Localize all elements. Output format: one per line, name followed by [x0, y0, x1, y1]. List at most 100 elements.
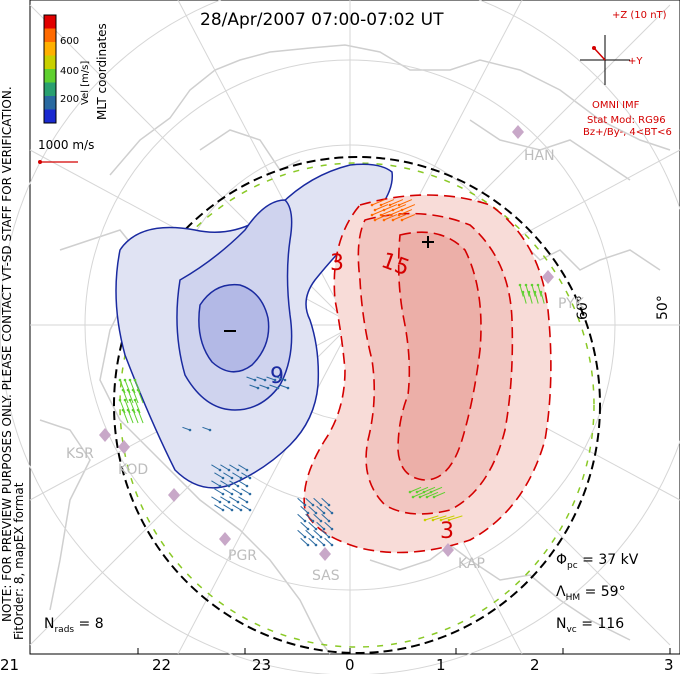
imf-source: OMNI IMF: [592, 100, 640, 111]
velocity-vector: [276, 376, 286, 381]
velocity-vector: [124, 399, 131, 414]
velocity-vector-origin: [303, 503, 307, 507]
velocity-vector-origin: [239, 476, 243, 480]
velocity-vectors: [118, 199, 545, 547]
velocity-vector-origin: [319, 503, 323, 507]
velocity-vector: [122, 409, 129, 424]
velocity-vector-origin: [303, 535, 307, 539]
velocity-vector-origin: [530, 283, 534, 287]
velocity-vector: [401, 204, 416, 211]
velocity-vector: [238, 480, 248, 487]
velocity-vector: [241, 504, 251, 511]
velocity-vector: [409, 486, 422, 493]
velocity-vector-origin: [524, 283, 528, 287]
velocity-vector-origin: [218, 468, 222, 472]
velocity-vector: [214, 488, 224, 495]
velocity-vector-origin: [370, 203, 374, 207]
velocity-vector: [392, 204, 407, 211]
velocity-vector-origin: [286, 386, 290, 390]
velocity-vector-origin: [327, 519, 331, 523]
max-marker: [422, 236, 434, 248]
velocity-vector: [211, 464, 221, 471]
color-bar-segment: [44, 109, 56, 124]
velocity-vector-origin: [415, 490, 419, 494]
velocity-vector-origin: [221, 492, 225, 496]
color-bar-segment: [44, 82, 56, 97]
velocity-vector: [122, 389, 129, 404]
velocity-vector: [132, 409, 139, 424]
color-bar-segment: [44, 15, 56, 29]
velocity-vector-origin: [370, 213, 374, 217]
velocity-vector-origin: [245, 468, 249, 472]
velocity-vector-origin: [248, 508, 252, 512]
velocity-vector-origin: [188, 428, 192, 432]
velocity-vector: [540, 291, 545, 304]
velocity-vector-origin: [227, 468, 231, 472]
velocity-vector-origin: [218, 500, 222, 504]
velocity-vector: [522, 291, 527, 304]
velocity-vector-origin: [418, 495, 422, 499]
velocity-vector: [308, 521, 317, 530]
velocity-vector: [419, 491, 432, 498]
velocity-vector-origin: [314, 543, 318, 547]
velocity-vector-origin: [431, 518, 435, 522]
velocity-vector: [229, 464, 239, 471]
velocity-vector-origin: [306, 543, 310, 547]
velocity-vector: [300, 521, 309, 530]
velocity-vector: [134, 399, 141, 414]
velocity-vector: [308, 537, 317, 546]
imf-clock: [580, 35, 630, 85]
velocity-vector: [132, 389, 139, 404]
velocity-color-bar: [44, 15, 56, 124]
velocity-vector: [537, 284, 542, 297]
velocity-vector: [525, 284, 530, 297]
velocity-vector: [246, 376, 256, 381]
velocity-vector-origin: [263, 378, 267, 382]
velocity-vector: [223, 472, 233, 479]
dawn-cell: [303, 194, 552, 554]
velocity-vector: [528, 291, 533, 304]
velocity-vector-origin: [221, 476, 225, 480]
velocity-vector: [300, 505, 309, 514]
velocity-vector-origin: [388, 213, 392, 217]
map-title: 28/Apr/2007 07:00-07:02 UT: [200, 10, 444, 30]
velocity-vector-origin: [218, 484, 222, 488]
velocity-vector-origin: [121, 388, 125, 392]
velocity-vector-origin: [322, 527, 326, 531]
color-bar-segment: [44, 28, 56, 43]
velocity-vector: [423, 486, 436, 493]
velocity-vector: [313, 529, 322, 538]
velocity-vector: [321, 529, 330, 538]
velocity-vector-origin: [236, 500, 240, 504]
velocity-vector-origin: [306, 527, 310, 531]
velocity-vector-origin: [432, 495, 436, 499]
velocity-vector: [214, 472, 224, 479]
scale-label: 1000 m/s: [38, 138, 95, 152]
imf-y-label: +Y: [628, 56, 643, 67]
velocity-vector: [129, 399, 136, 414]
velocity-vector: [127, 409, 134, 424]
velocity-vector: [308, 505, 317, 514]
mlt-tick-2: 2: [530, 656, 540, 674]
velocity-vector: [305, 497, 314, 506]
velocity-vector-origin: [311, 519, 315, 523]
site-sas: SAS: [312, 568, 340, 584]
velocity-vector: [305, 529, 314, 538]
velocity-vector-origin: [239, 492, 243, 496]
velocity-vector: [223, 488, 233, 495]
heppner-maynard-boundary: [113, 156, 601, 654]
mlt-tick-21: 21: [0, 656, 20, 674]
velocity-vector-origin: [379, 203, 383, 207]
velocity-vector-origin: [447, 518, 451, 522]
velocity-vector-origin: [388, 203, 392, 207]
velocity-vector-origin: [133, 398, 137, 402]
velocity-vector: [211, 480, 221, 487]
colorbar-tick-200: 200: [60, 94, 80, 105]
velocity-vector-origin: [276, 386, 280, 390]
velocity-vector: [300, 537, 309, 546]
velocity-vector: [313, 513, 322, 522]
velocity-vector-origin: [425, 495, 429, 499]
velocity-vector-origin: [245, 484, 249, 488]
velocity-vector: [324, 537, 333, 546]
contour-label-minus-9: 9: [270, 364, 284, 389]
